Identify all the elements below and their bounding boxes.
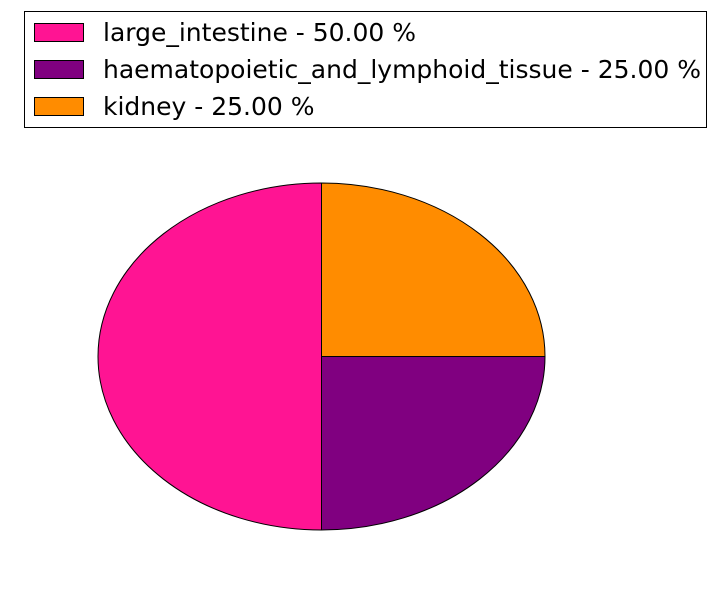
legend-entry-haematopoietic-and-lymphoid-tissue: haematopoietic_and_lymphoid_tissue - 25.… — [34, 51, 706, 88]
legend-entry-kidney: kidney - 25.00 % — [34, 88, 706, 125]
legend-label-kidney: kidney - 25.00 % — [103, 92, 315, 121]
legend-entry-large-intestine: large_intestine - 50.00 % — [34, 14, 706, 51]
pie-slice-kidney — [321, 182, 546, 357]
legend-label-large-intestine: large_intestine - 50.00 % — [103, 18, 417, 47]
pie-slice-large-intestine — [97, 182, 322, 531]
legend-swatch-large-intestine — [34, 23, 84, 42]
legend-label-haematopoietic-and-lymphoid-tissue: haematopoietic_and_lymphoid_tissue - 25.… — [103, 55, 701, 84]
legend-swatch-haematopoietic-and-lymphoid-tissue — [34, 60, 84, 79]
legend-swatch-kidney — [34, 97, 84, 116]
legend-box: large_intestine - 50.00 % haematopoietic… — [24, 11, 707, 128]
pie-slice-haematopoietic-and-lymphoid-tissue — [321, 356, 546, 531]
